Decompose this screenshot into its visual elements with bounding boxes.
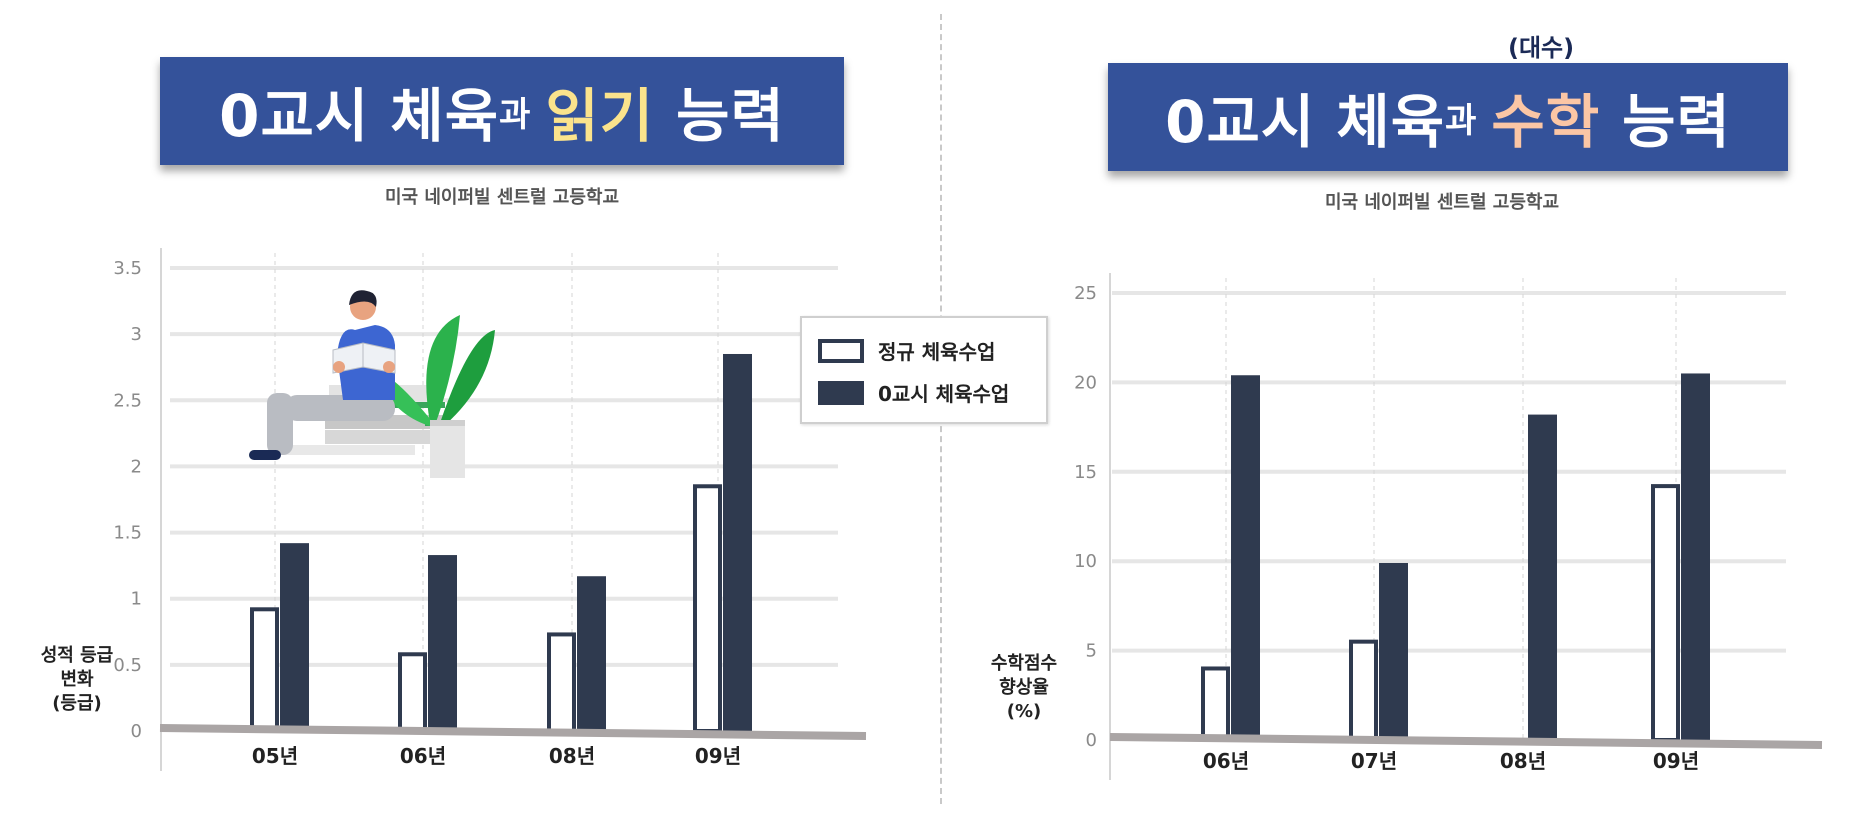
right-y-tick-label: 20 bbox=[1074, 372, 1097, 393]
left-title-highlight: 읽기 bbox=[545, 82, 655, 150]
left-bar-zero-period bbox=[723, 353, 752, 731]
left-y-tick-label: 3.5 bbox=[113, 258, 142, 279]
right-x-tick-label: 08년 bbox=[1500, 749, 1546, 773]
legend-swatch-outline bbox=[818, 338, 864, 363]
right-title-pre: 0교시 체육 bbox=[1165, 88, 1446, 156]
left-title-particle: 과 bbox=[499, 94, 532, 135]
left-y-tick-label: 2 bbox=[131, 456, 142, 477]
left-title-pre: 0교시 체육 bbox=[219, 82, 500, 150]
left-x-tick-label: 08년 bbox=[549, 744, 595, 768]
legend-label-regular: 정규 체육수업 bbox=[878, 340, 996, 364]
left-y-tick-label: 3 bbox=[131, 324, 142, 345]
right-bar-zero-period bbox=[1231, 375, 1260, 740]
right-bar-zero-period bbox=[1379, 562, 1408, 740]
legend-label-zero-period: 0교시 체육수업 bbox=[878, 382, 1010, 406]
right-bar-regular bbox=[1349, 639, 1378, 742]
left-title-banner: 0교시 체육 과 읽기 능력 bbox=[160, 57, 844, 165]
legend-swatch-filled bbox=[818, 380, 864, 405]
right-ylabel-line-3: (%) bbox=[1006, 701, 1042, 722]
left-y-axis-title: 성적 등급 변화 (등급) bbox=[22, 644, 132, 716]
right-y-tick-label: 0 bbox=[1086, 730, 1097, 751]
right-subtitle: 미국 네이퍼빌 센트럴 고등학교 bbox=[1324, 192, 1560, 213]
left-bar-zero-period bbox=[577, 576, 606, 731]
left-ylabel-line-3: (등급) bbox=[52, 693, 102, 714]
right-y-axis-title: 수학점수 향상율 (%) bbox=[974, 652, 1074, 724]
right-y-tick-label: 5 bbox=[1086, 641, 1097, 662]
right-ylabel-line-1: 수학점수 bbox=[990, 653, 1058, 674]
left-x-tick-label: 05년 bbox=[252, 744, 298, 768]
left-y-tick-label: 0.5 bbox=[113, 655, 142, 676]
right-unit-note: (대수) bbox=[1508, 34, 1575, 62]
right-y-tick-label: 25 bbox=[1074, 283, 1097, 304]
left-bar-regular bbox=[693, 484, 722, 733]
left-bar-zero-period bbox=[428, 555, 457, 731]
right-y-tick-label: 15 bbox=[1074, 462, 1097, 483]
right-bar-zero-period bbox=[1528, 414, 1557, 740]
right-y-tick-label: 10 bbox=[1074, 551, 1097, 572]
right-x-tick-label: 06년 bbox=[1203, 749, 1249, 773]
right-title-highlight: 수학 bbox=[1491, 88, 1601, 156]
left-y-tick-label: 0 bbox=[131, 721, 142, 742]
left-y-tick-label: 1.5 bbox=[113, 523, 142, 544]
right-title-post: 능력 bbox=[1622, 88, 1731, 156]
left-y-tick-label: 1 bbox=[131, 589, 142, 610]
left-subtitle: 미국 네이퍼빌 센트럴 고등학교 bbox=[384, 187, 620, 208]
left-ylabel-line-1: 성적 등급 bbox=[40, 645, 114, 666]
right-bar-zero-period bbox=[1681, 373, 1710, 740]
left-bar-regular bbox=[250, 607, 279, 733]
person-reading-illustration-icon bbox=[249, 290, 495, 478]
left-ylabel-line-2: 변화 bbox=[60, 669, 94, 690]
left-bar-regular bbox=[398, 652, 427, 734]
left-y-tick-label: 2.5 bbox=[113, 390, 142, 411]
legend-item-regular: 정규 체육수업 bbox=[818, 336, 995, 365]
right-bar-regular bbox=[1651, 484, 1680, 742]
right-baseline bbox=[1109, 733, 1823, 749]
right-x-tick-label: 07년 bbox=[1351, 749, 1397, 773]
left-x-tick-label: 09년 bbox=[695, 744, 741, 768]
left-bar-regular bbox=[547, 632, 576, 734]
left-title-post: 능력 bbox=[676, 82, 785, 150]
chart-legend: 정규 체육수업 0교시 체육수업 bbox=[800, 316, 1048, 424]
left-baseline bbox=[159, 724, 867, 740]
right-title-banner: 0교시 체육 과 수학 능력 bbox=[1108, 63, 1788, 171]
right-ylabel-line-2: 향상율 bbox=[999, 677, 1049, 698]
legend-item-zero-period: 0교시 체육수업 bbox=[818, 378, 1009, 407]
right-x-tick-label: 09년 bbox=[1653, 749, 1699, 773]
left-bar-zero-period bbox=[280, 543, 309, 731]
left-x-tick-label: 06년 bbox=[400, 744, 446, 768]
right-title-particle: 과 bbox=[1445, 100, 1478, 141]
right-bar-regular bbox=[1201, 666, 1230, 742]
